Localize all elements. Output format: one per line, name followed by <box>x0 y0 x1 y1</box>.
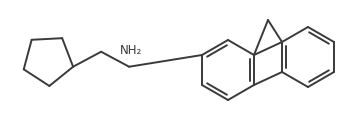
Text: NH₂: NH₂ <box>120 44 142 57</box>
